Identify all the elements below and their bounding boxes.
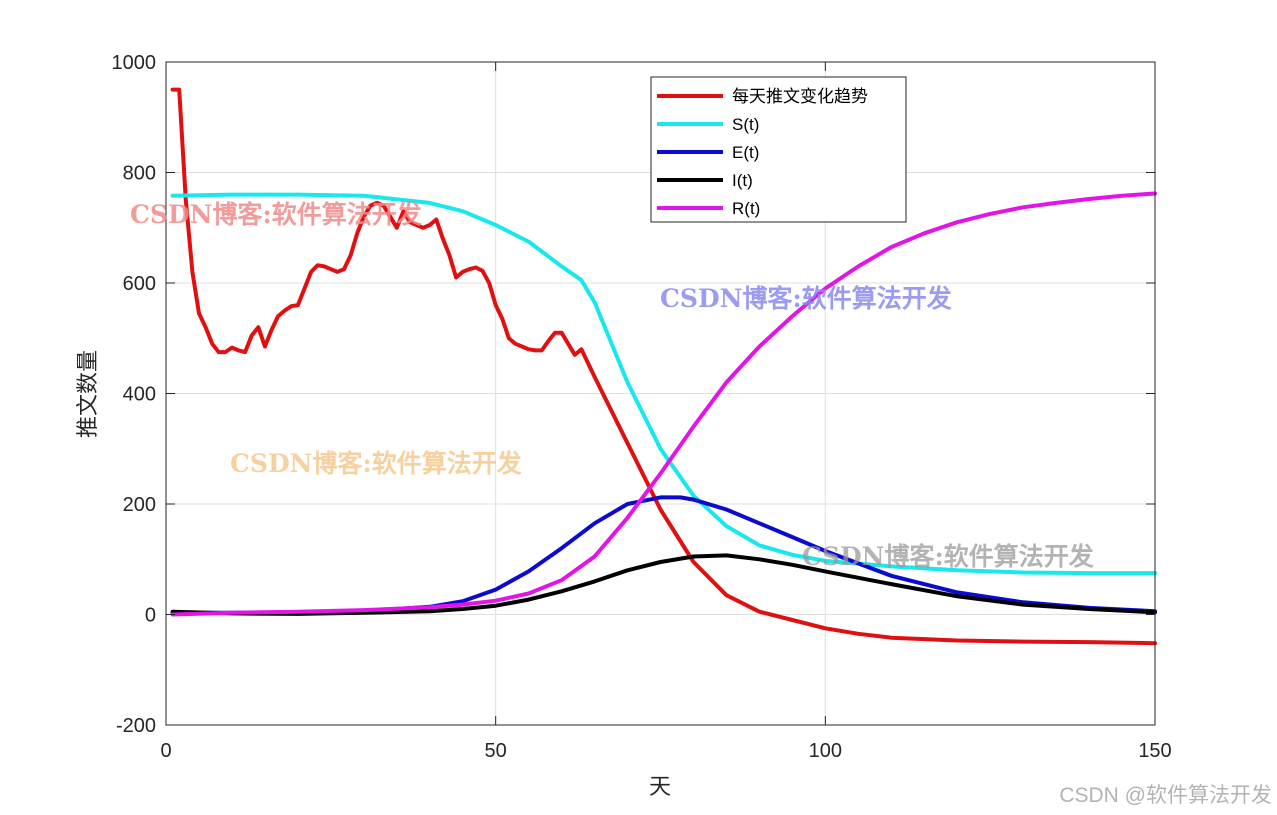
y-tick-label: -200 [116,715,156,737]
x-tick-label: 100 [809,740,842,762]
x-tick-label: 50 [485,740,507,762]
series-line-2 [170,192,1157,576]
watermark-text: CSDN博客:软件算法开发 [660,284,952,313]
y-tick-label: 0 [145,605,156,627]
legend-label: 每天推文变化趋势 [732,87,868,106]
y-axis-label: 推文数量 [76,350,101,438]
watermarks: CSDN博客:软件算法开发 CSDN博客:软件算法开发 CSDN博客:软件算法开… [130,200,1094,571]
watermark-text: CSDN博客:软件算法开发 [130,200,422,229]
x-tick-label: 150 [1138,740,1171,762]
watermark-text: CSDN博客:软件算法开发 [802,542,1094,571]
series-lines [170,87,1157,646]
credit-text: CSDN @软件算法开发 [1059,784,1272,807]
y-tick-label: 600 [123,273,156,295]
legend-label: R(t) [732,199,760,218]
series-line-1 [170,87,1157,646]
series-line-5 [170,191,1157,617]
legend: 每天推文变化趋势 S(t) E(t) I(t) R(t) [650,76,907,223]
legend-label: S(t) [732,115,759,134]
legend-label: E(t) [732,143,759,162]
y-tick-label: 800 [123,163,156,185]
legend-label: I(t) [732,171,753,190]
y-tick-label: 200 [123,494,156,516]
legend-box [650,76,907,223]
x-tick-label: 0 [160,740,171,762]
watermark-text: CSDN博客:软件算法开发 [230,449,522,478]
series-line-4 [170,553,1157,616]
y-tick-label: 1000 [112,52,157,74]
x-axis-label: 天 [649,775,671,800]
y-tick-label: 400 [123,384,156,406]
